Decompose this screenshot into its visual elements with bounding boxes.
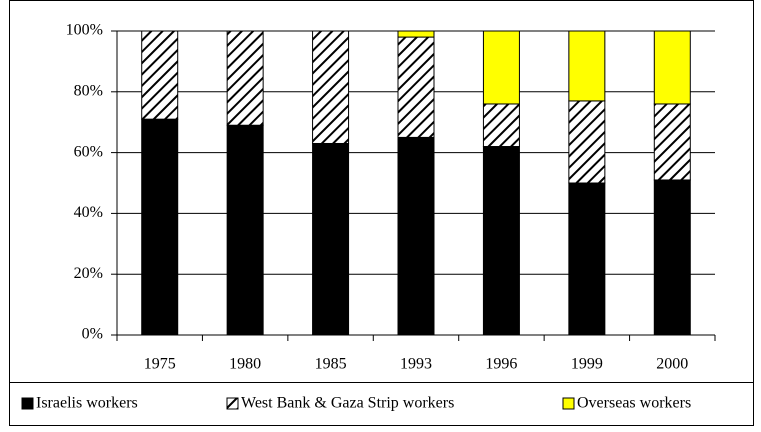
y-tick-label: 40% bbox=[74, 204, 103, 221]
bar-segment bbox=[226, 124, 264, 336]
bar-segment bbox=[312, 30, 350, 144]
x-tick-label: 1999 bbox=[571, 356, 603, 373]
x-tick-label: 1993 bbox=[400, 356, 432, 373]
bar-segment bbox=[653, 103, 691, 181]
y-tick-label: 60% bbox=[74, 143, 103, 160]
bar-segment bbox=[397, 30, 435, 38]
x-tick-label: 1996 bbox=[485, 356, 517, 373]
legend-marker bbox=[562, 397, 575, 410]
bar-segment bbox=[397, 36, 435, 138]
y-tick-label: 80% bbox=[74, 82, 103, 99]
legend-marker bbox=[21, 397, 34, 410]
legend-label: Overseas workers bbox=[577, 395, 691, 412]
y-tick-label: 20% bbox=[74, 265, 103, 282]
y-tick-label: 0% bbox=[82, 326, 103, 343]
bar-segment bbox=[653, 179, 691, 336]
x-tick-label: 1975 bbox=[144, 356, 176, 373]
bar-segment bbox=[141, 118, 179, 336]
bar-segment bbox=[653, 30, 691, 105]
legend-label: Israelis workers bbox=[36, 395, 138, 412]
bar-segment bbox=[226, 30, 264, 126]
x-tick-label: 2000 bbox=[656, 356, 688, 373]
legend-label: West Bank & Gaza Strip workers bbox=[241, 395, 454, 412]
bar-segment bbox=[568, 30, 606, 102]
bar-segment bbox=[568, 182, 606, 336]
legend-marker bbox=[226, 397, 239, 410]
bar-segment bbox=[312, 142, 350, 336]
legend-box bbox=[9, 382, 754, 426]
bar-segment bbox=[141, 30, 179, 120]
bar-segment bbox=[482, 30, 520, 105]
x-tick-label: 1985 bbox=[315, 356, 347, 373]
y-tick-label: 100% bbox=[66, 22, 103, 39]
bar-segment bbox=[397, 136, 435, 336]
bar-segment bbox=[482, 146, 520, 336]
x-tick-label: 1980 bbox=[229, 356, 261, 373]
bar-segment bbox=[568, 100, 606, 184]
bar-segment bbox=[482, 103, 520, 148]
